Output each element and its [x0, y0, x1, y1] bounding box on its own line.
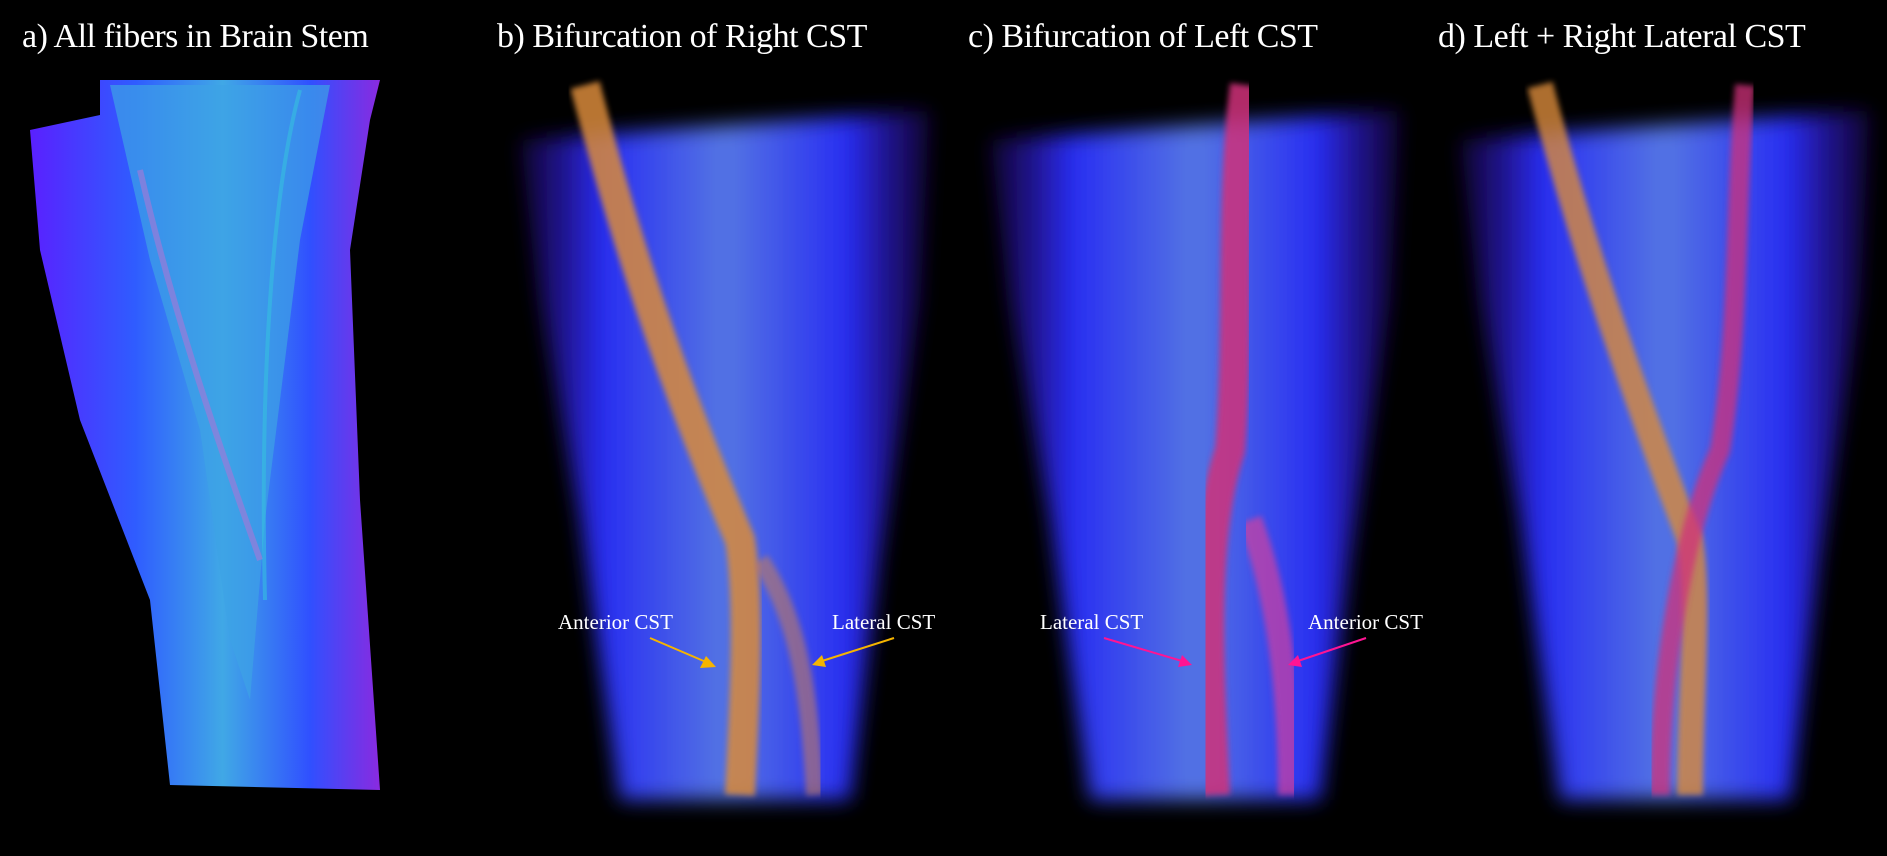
label-lateral-cst-left: Lateral CST: [1040, 610, 1144, 634]
panel-d-title: d) Left + Right Lateral CST: [1438, 18, 1806, 55]
arrow-lateral-cst-left: [1103, 637, 1192, 667]
arrow-anterior-cst-right: [649, 637, 716, 668]
panel-b-fibers: [520, 81, 930, 800]
arrow-lateral-cst-right: [812, 637, 895, 667]
arrow-anterior-cst-left: [1288, 637, 1367, 667]
panel-d-fibers: [1460, 81, 1870, 800]
panel-c-fibers: [990, 83, 1400, 800]
label-lateral-cst-right: Lateral CST: [832, 610, 936, 634]
panel-a-fibers: [30, 80, 380, 790]
panel-c-title: c) Bifurcation of Left CST: [968, 18, 1318, 55]
label-anterior-cst-right: Anterior CST: [558, 610, 673, 634]
panel-a-title: a) All fibers in Brain Stem: [22, 18, 369, 55]
panel-b-title: b) Bifurcation of Right CST: [497, 18, 867, 55]
label-anterior-cst-left: Anterior CST: [1308, 610, 1423, 634]
